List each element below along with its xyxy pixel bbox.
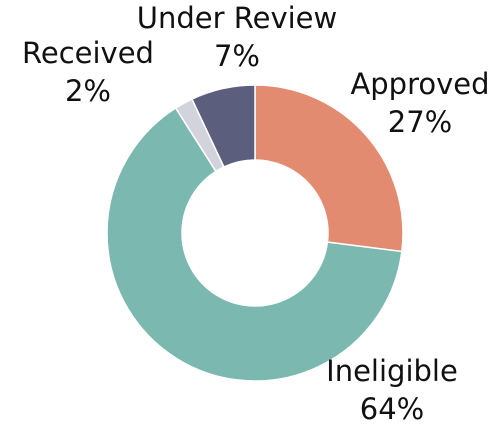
slice-value-label: 7% — [214, 39, 260, 73]
slice-label: Received — [22, 36, 154, 70]
slice-value-label: 2% — [65, 74, 111, 108]
slice-value-label: 27% — [388, 105, 452, 139]
slice-label: Approved — [350, 67, 489, 101]
slice-value-label: 64% — [360, 392, 424, 426]
donut-slice — [106, 107, 403, 382]
donut-slice — [254, 84, 404, 253]
slice-label: Ineligible — [326, 354, 458, 388]
slice-label: Under Review — [137, 1, 337, 35]
donut-slice — [190, 84, 256, 168]
